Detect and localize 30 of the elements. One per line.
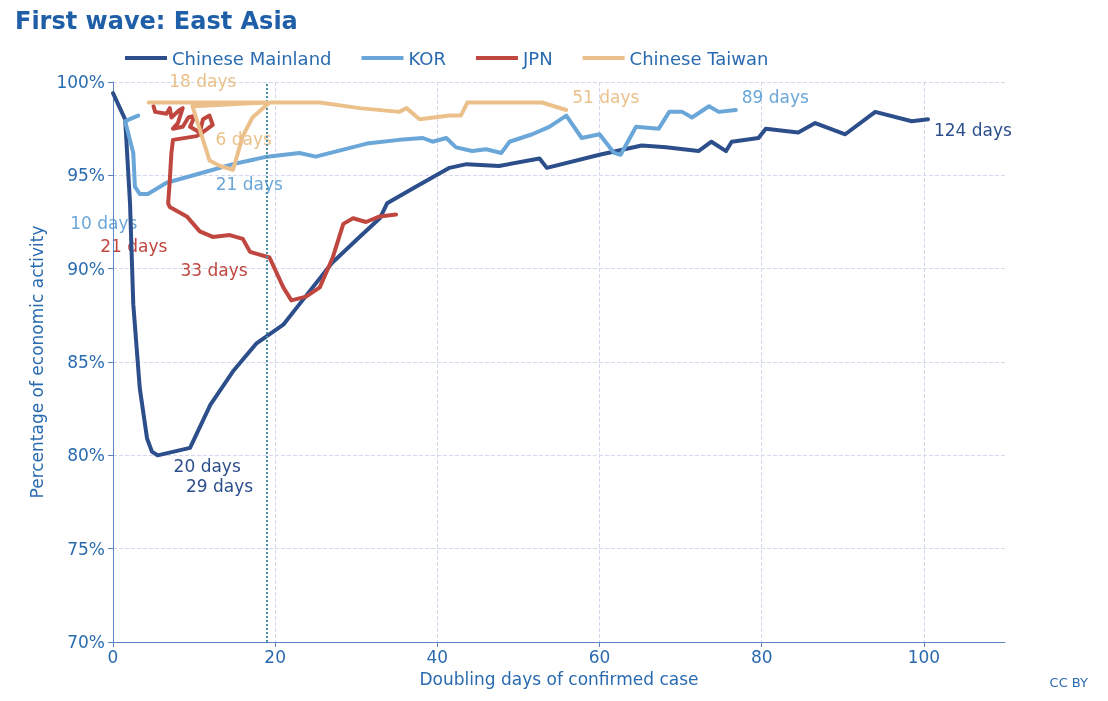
chart-title: First wave: East Asia xyxy=(15,7,298,35)
x-tick-label: 80 xyxy=(750,646,773,667)
annotation: 18 days xyxy=(169,71,237,92)
legend-label: JPN xyxy=(521,47,553,69)
x-tick-label: 60 xyxy=(588,646,611,667)
y-tick-label: 70% xyxy=(67,632,105,652)
legend-label: KOR xyxy=(408,47,446,69)
annotation: 33 days xyxy=(180,260,248,281)
annotation: 20 days xyxy=(173,455,241,476)
line-series xyxy=(146,100,569,172)
y-axis-title: Percentage of economic activity xyxy=(27,225,47,499)
annotation: 51 days xyxy=(572,86,640,107)
y-tick-label: 85% xyxy=(67,352,105,372)
x-axis-title: Doubling days of confirmed case xyxy=(419,668,699,689)
annotation: 21 days xyxy=(215,173,284,194)
y-tick-label: 90% xyxy=(67,258,105,279)
x-tick-label: 40 xyxy=(426,646,449,667)
y-tick-label: 80% xyxy=(67,445,105,466)
annotation: 29 days xyxy=(186,476,254,497)
text: CC BY xyxy=(1049,675,1089,690)
y-tick-label: 100% xyxy=(56,72,105,92)
legend-label: Chinese Mainland xyxy=(172,47,332,69)
x-tick-label: 0 xyxy=(107,646,119,667)
annotation: 124 days xyxy=(933,119,1013,140)
x-tick-label: 20 xyxy=(264,646,286,667)
x-tick-label: 100 xyxy=(907,646,941,667)
y-tick-label: 95% xyxy=(67,165,105,186)
legend-label: Chinese Taiwan xyxy=(629,47,769,69)
y-tick-label: 75% xyxy=(67,538,105,559)
annotation: 89 days xyxy=(741,86,810,107)
